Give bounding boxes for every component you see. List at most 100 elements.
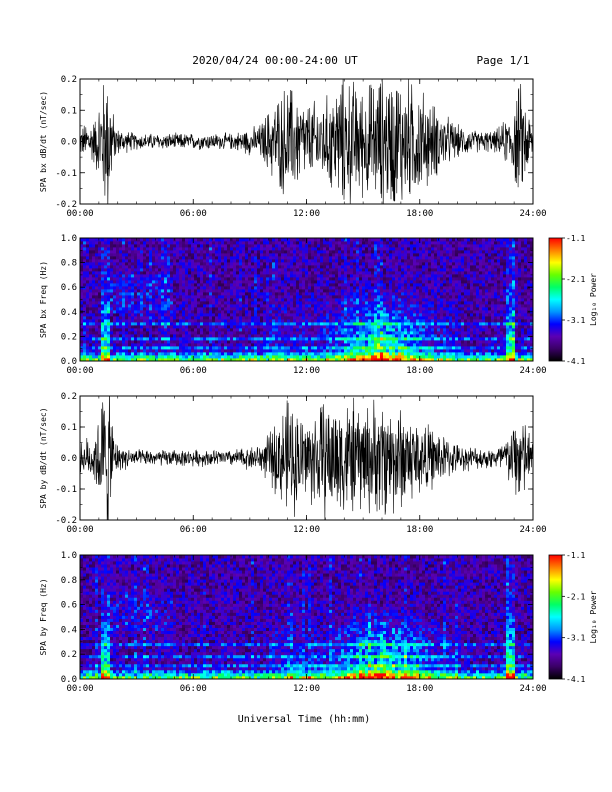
spectrogram-cell [302,304,306,308]
spectrogram-cell [233,280,237,284]
spectrogram-cell [404,280,408,284]
spectrogram-cell [338,307,342,311]
spectrogram-cell [179,286,183,290]
spectrogram-cell [125,346,129,350]
spectrogram-cell [284,298,288,302]
spectrogram-cell [314,268,318,272]
spectrogram-cell [371,355,375,359]
spectrogram-cell [212,346,216,350]
spectrogram-cell [395,250,399,254]
spectrogram-cell [230,247,234,251]
spectrogram-cell [86,319,90,323]
spectrogram-cell [311,343,315,347]
spectrogram-cell [311,346,315,350]
spectrogram-cell [194,259,198,263]
spectrogram-cell [287,340,291,344]
spectrogram-cell [290,322,294,326]
spectrogram-cell [299,247,303,251]
spectrogram-cell [242,268,246,272]
spectrogram-cell [203,256,207,260]
spectrogram-cell [272,343,276,347]
spectrogram-cell [260,301,264,305]
spectrogram-cell [320,292,324,296]
spectrogram-cell [98,238,102,242]
spectrogram-cell [284,322,288,326]
spectrogram-cell [98,298,102,302]
spectrogram-cell [431,322,435,326]
spectrogram-cell [398,289,402,293]
spectrogram-cell [107,271,111,275]
spectrogram-cell [341,304,345,308]
spectrogram-cell [404,241,408,245]
spectrogram-cell [254,259,258,263]
spectrogram-cell [191,307,195,311]
spectrogram-cell [350,355,354,359]
spectrogram-cell [320,244,324,248]
spectrogram-cell [431,319,435,323]
spectrogram-cell [122,313,126,317]
spectrogram-cell [185,307,189,311]
spectrogram-cell [266,343,270,347]
spectrogram-cell [206,328,210,332]
spectrogram-cell [419,274,423,278]
spectrogram-cell [296,304,300,308]
spectrogram-cell [431,253,435,257]
spectrogram-cell [311,322,315,326]
spectrogram-cell [389,316,393,320]
spectrogram-cell [275,289,279,293]
spectrogram-cell [428,280,432,284]
spectrogram-cell [392,337,396,341]
spectrogram-cell [374,328,378,332]
spectrogram-cell [251,277,255,281]
spectrogram-cell [206,316,210,320]
spectrogram-cell [167,283,171,287]
spectrogram-cell [317,301,321,305]
spectrogram-cell [254,256,258,260]
spectrogram-cell [95,253,99,257]
spectrogram-cell [308,283,312,287]
spectrogram-cell [347,331,351,335]
spectrogram-cell [200,250,204,254]
spectrogram-cell [278,244,282,248]
spectrogram-cell [227,250,231,254]
spectrogram-cell [359,250,363,254]
spectrogram-cell [350,319,354,323]
spectrogram-cell [152,322,156,326]
spectrogram-cell [152,256,156,260]
spectrogram-cell [308,340,312,344]
spectrogram-cell [212,274,216,278]
spectrogram-cell [80,334,84,338]
spectrogram-cell [362,262,366,266]
spectrogram-cell [356,358,360,362]
spectrogram-cell [416,334,420,338]
spectrogram-cell [353,289,357,293]
spectrogram-cell [236,307,240,311]
spectrogram-cell [155,295,159,299]
spectrogram-cell [401,319,405,323]
spectrogram-cell [206,244,210,248]
spectrogram-cell [242,244,246,248]
spectrogram-cell [125,343,129,347]
spectrogram-cell [416,322,420,326]
spectrogram-cell [131,358,135,362]
spectrogram-cell [113,247,117,251]
spectrogram-cell [404,316,408,320]
spectrogram-cell [392,247,396,251]
spectrogram-cell [173,286,177,290]
spectrogram-cell [335,355,339,359]
spectrogram-cell [164,328,168,332]
spectrogram-cell [236,247,240,251]
spectrogram-cell [251,241,255,245]
spectrogram-cell [299,322,303,326]
spectrogram-cell [380,316,384,320]
spectrogram-cell [368,358,372,362]
spectrogram-cell [245,250,249,254]
spectrogram-cell [113,256,117,260]
spectrogram-cell [296,340,300,344]
spectrogram-cell [173,331,177,335]
spectrogram-cell [98,346,102,350]
spectrogram-cell [188,325,192,329]
spectrogram-cell [386,271,390,275]
spectrogram-cell [122,340,126,344]
spectrogram-cell [98,268,102,272]
